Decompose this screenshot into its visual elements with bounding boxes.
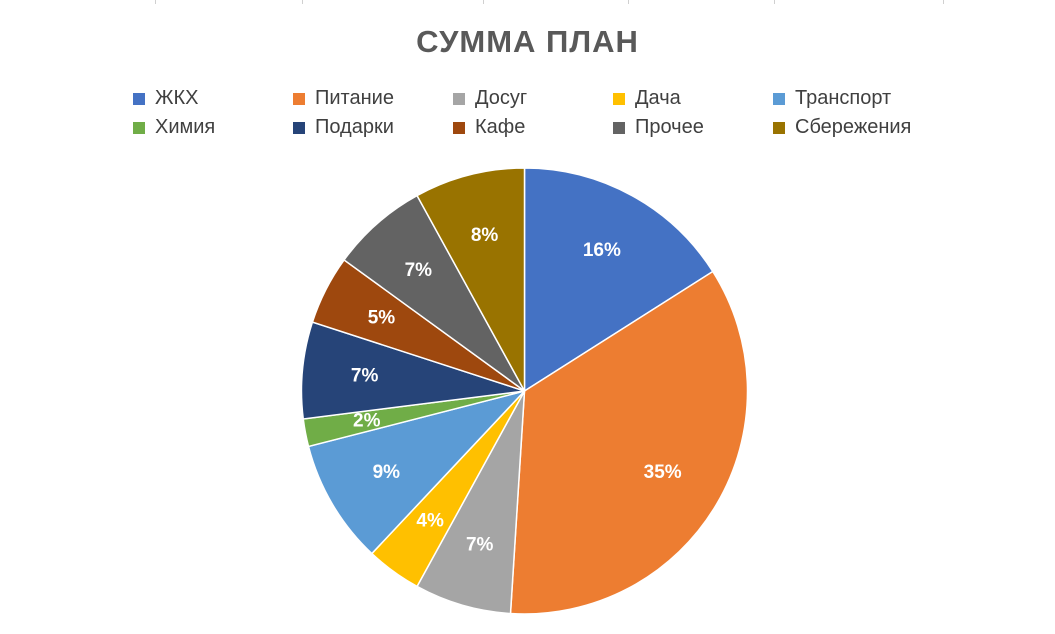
legend-item: Питание [293, 87, 453, 110]
legend-swatch [613, 92, 625, 105]
slice-data-label: 7% [405, 260, 433, 281]
legend-item: Подарки [293, 116, 453, 139]
legend-label: Дача [635, 87, 681, 109]
legend-swatch [773, 121, 785, 134]
gridline-tick [943, 0, 944, 4]
pie-slice [509, 270, 749, 615]
slice-data-label: 9% [373, 462, 401, 483]
chart-legend: ЖКХ Питание Досуг Дача Транспорт Химия Подарки… [133, 84, 953, 142]
slice-data-label: 7% [466, 535, 494, 556]
pie-slice [523, 167, 714, 393]
legend-label: ЖКХ [155, 87, 199, 109]
legend-swatch [133, 121, 145, 134]
legend-label: Питание [315, 87, 394, 109]
legend-item: Дача [613, 87, 773, 110]
gridline-tick [483, 0, 484, 4]
pie-slice [307, 389, 527, 555]
legend-item: Досуг [453, 87, 613, 110]
legend-swatch [453, 92, 465, 105]
pie-slice [416, 167, 526, 392]
gridline-tick [774, 0, 775, 4]
legend-label: Химия [155, 116, 216, 138]
chart-title: СУММА ПЛАН [416, 24, 639, 59]
legend-item: Химия [133, 116, 293, 139]
legend-swatch [133, 92, 145, 105]
legend-item: Транспорт [773, 87, 933, 110]
legend-item: Кафе [453, 116, 613, 139]
legend-item: ЖКХ [133, 87, 293, 110]
slice-data-label: 4% [416, 510, 444, 531]
legend-label: Транспорт [795, 87, 892, 109]
legend-row: Химия Подарки Кафе Прочее Сбережения [133, 113, 953, 142]
legend-label: Сбережения [795, 116, 912, 138]
slice-data-label: 2% [353, 411, 381, 432]
legend-item: Прочее [613, 116, 773, 139]
legend-swatch [613, 121, 625, 134]
slice-data-label: 7% [351, 365, 379, 386]
legend-label: Досуг [475, 87, 528, 109]
slice-data-label: 35% [644, 462, 682, 483]
legend-label: Кафе [475, 116, 526, 138]
slice-data-label: 8% [471, 225, 499, 246]
legend-swatch [453, 121, 465, 134]
legend-label: Подарки [315, 116, 394, 138]
legend-swatch [773, 92, 785, 105]
slice-data-label: 5% [368, 308, 396, 329]
gridline-tick [302, 0, 303, 4]
gridline-tick [155, 0, 156, 4]
legend-row: ЖКХ Питание Досуг Дача Транспорт [133, 84, 953, 113]
legend-swatch [293, 121, 305, 134]
slice-data-label: 16% [583, 240, 621, 261]
legend-label: Прочее [635, 116, 704, 138]
gridline-tick [628, 0, 629, 4]
legend-item: Сбережения [773, 116, 933, 139]
legend-swatch [293, 92, 305, 105]
